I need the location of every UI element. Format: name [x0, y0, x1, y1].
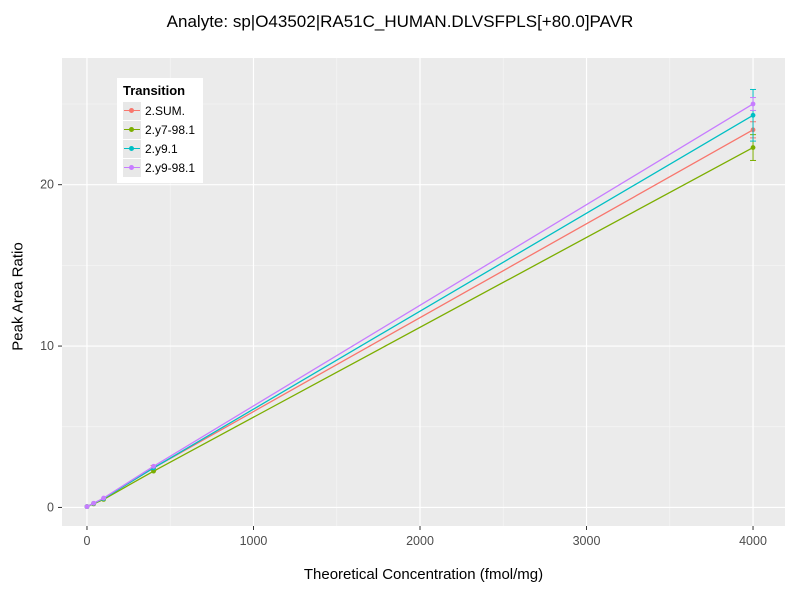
data-point-2.y9.1 — [750, 112, 756, 118]
legend-key-dot — [129, 126, 134, 132]
data-point-2.y9-98.1 — [84, 504, 90, 510]
x-tick-label: 4000 — [739, 534, 767, 548]
legend-item-label: 2.y9.1 — [145, 141, 178, 156]
legend-item-label: 2.y9-98.1 — [145, 160, 196, 175]
legend-items: 2.SUM. 2.y7-98.1 2.y9.1 2.y9-98.1 — [123, 101, 195, 177]
legend-item-label: 2.y7-98.1 — [145, 122, 196, 137]
x-tick-label: 0 — [84, 534, 91, 548]
x-tick-label: 2000 — [406, 534, 434, 548]
legend-item-2.y7-98.1: 2.y7-98.1 — [123, 120, 195, 139]
legend-item-2.SUM.: 2.SUM. — [123, 101, 195, 120]
data-point-2.y9-98.1 — [91, 500, 97, 506]
y-tick-label: 10 — [40, 339, 54, 353]
data-point-2.y9-98.1 — [101, 495, 107, 501]
data-point-2.y9-98.1 — [151, 463, 156, 469]
legend-item-label: 2.SUM. — [145, 103, 186, 118]
data-point-2.y7-98.1 — [750, 145, 756, 150]
y-tick-label: 20 — [40, 178, 54, 192]
legend-key-icon — [123, 158, 141, 177]
legend-key-icon — [123, 120, 141, 139]
legend-key-dot — [129, 107, 134, 113]
y-tick-label: 0 — [47, 500, 54, 514]
legend-key-dot — [129, 164, 134, 170]
legend: Transition 2.SUM. 2.y7-98.1 2.y9.1 2.y9-98.… — [117, 78, 204, 183]
legend-item-2.y9-98.1: 2.y9-98.1 — [123, 158, 195, 177]
data-point-2.y9-98.1 — [750, 101, 756, 107]
x-tick-label: 3000 — [573, 534, 601, 548]
legend-key-icon — [123, 101, 141, 120]
x-tick-label: 1000 — [240, 534, 268, 548]
x-axis-label: Theoretical Concentration (fmol/mg) — [303, 566, 544, 583]
legend-title: Transition — [123, 83, 186, 98]
legend-key-icon — [123, 139, 141, 158]
legend-item-2.y9.1: 2.y9.1 — [123, 139, 195, 158]
chart-title: Analyte: sp|O43502|RA51C_HUMAN.DLVSFPLS[… — [166, 12, 634, 31]
legend-key-dot — [129, 145, 134, 151]
